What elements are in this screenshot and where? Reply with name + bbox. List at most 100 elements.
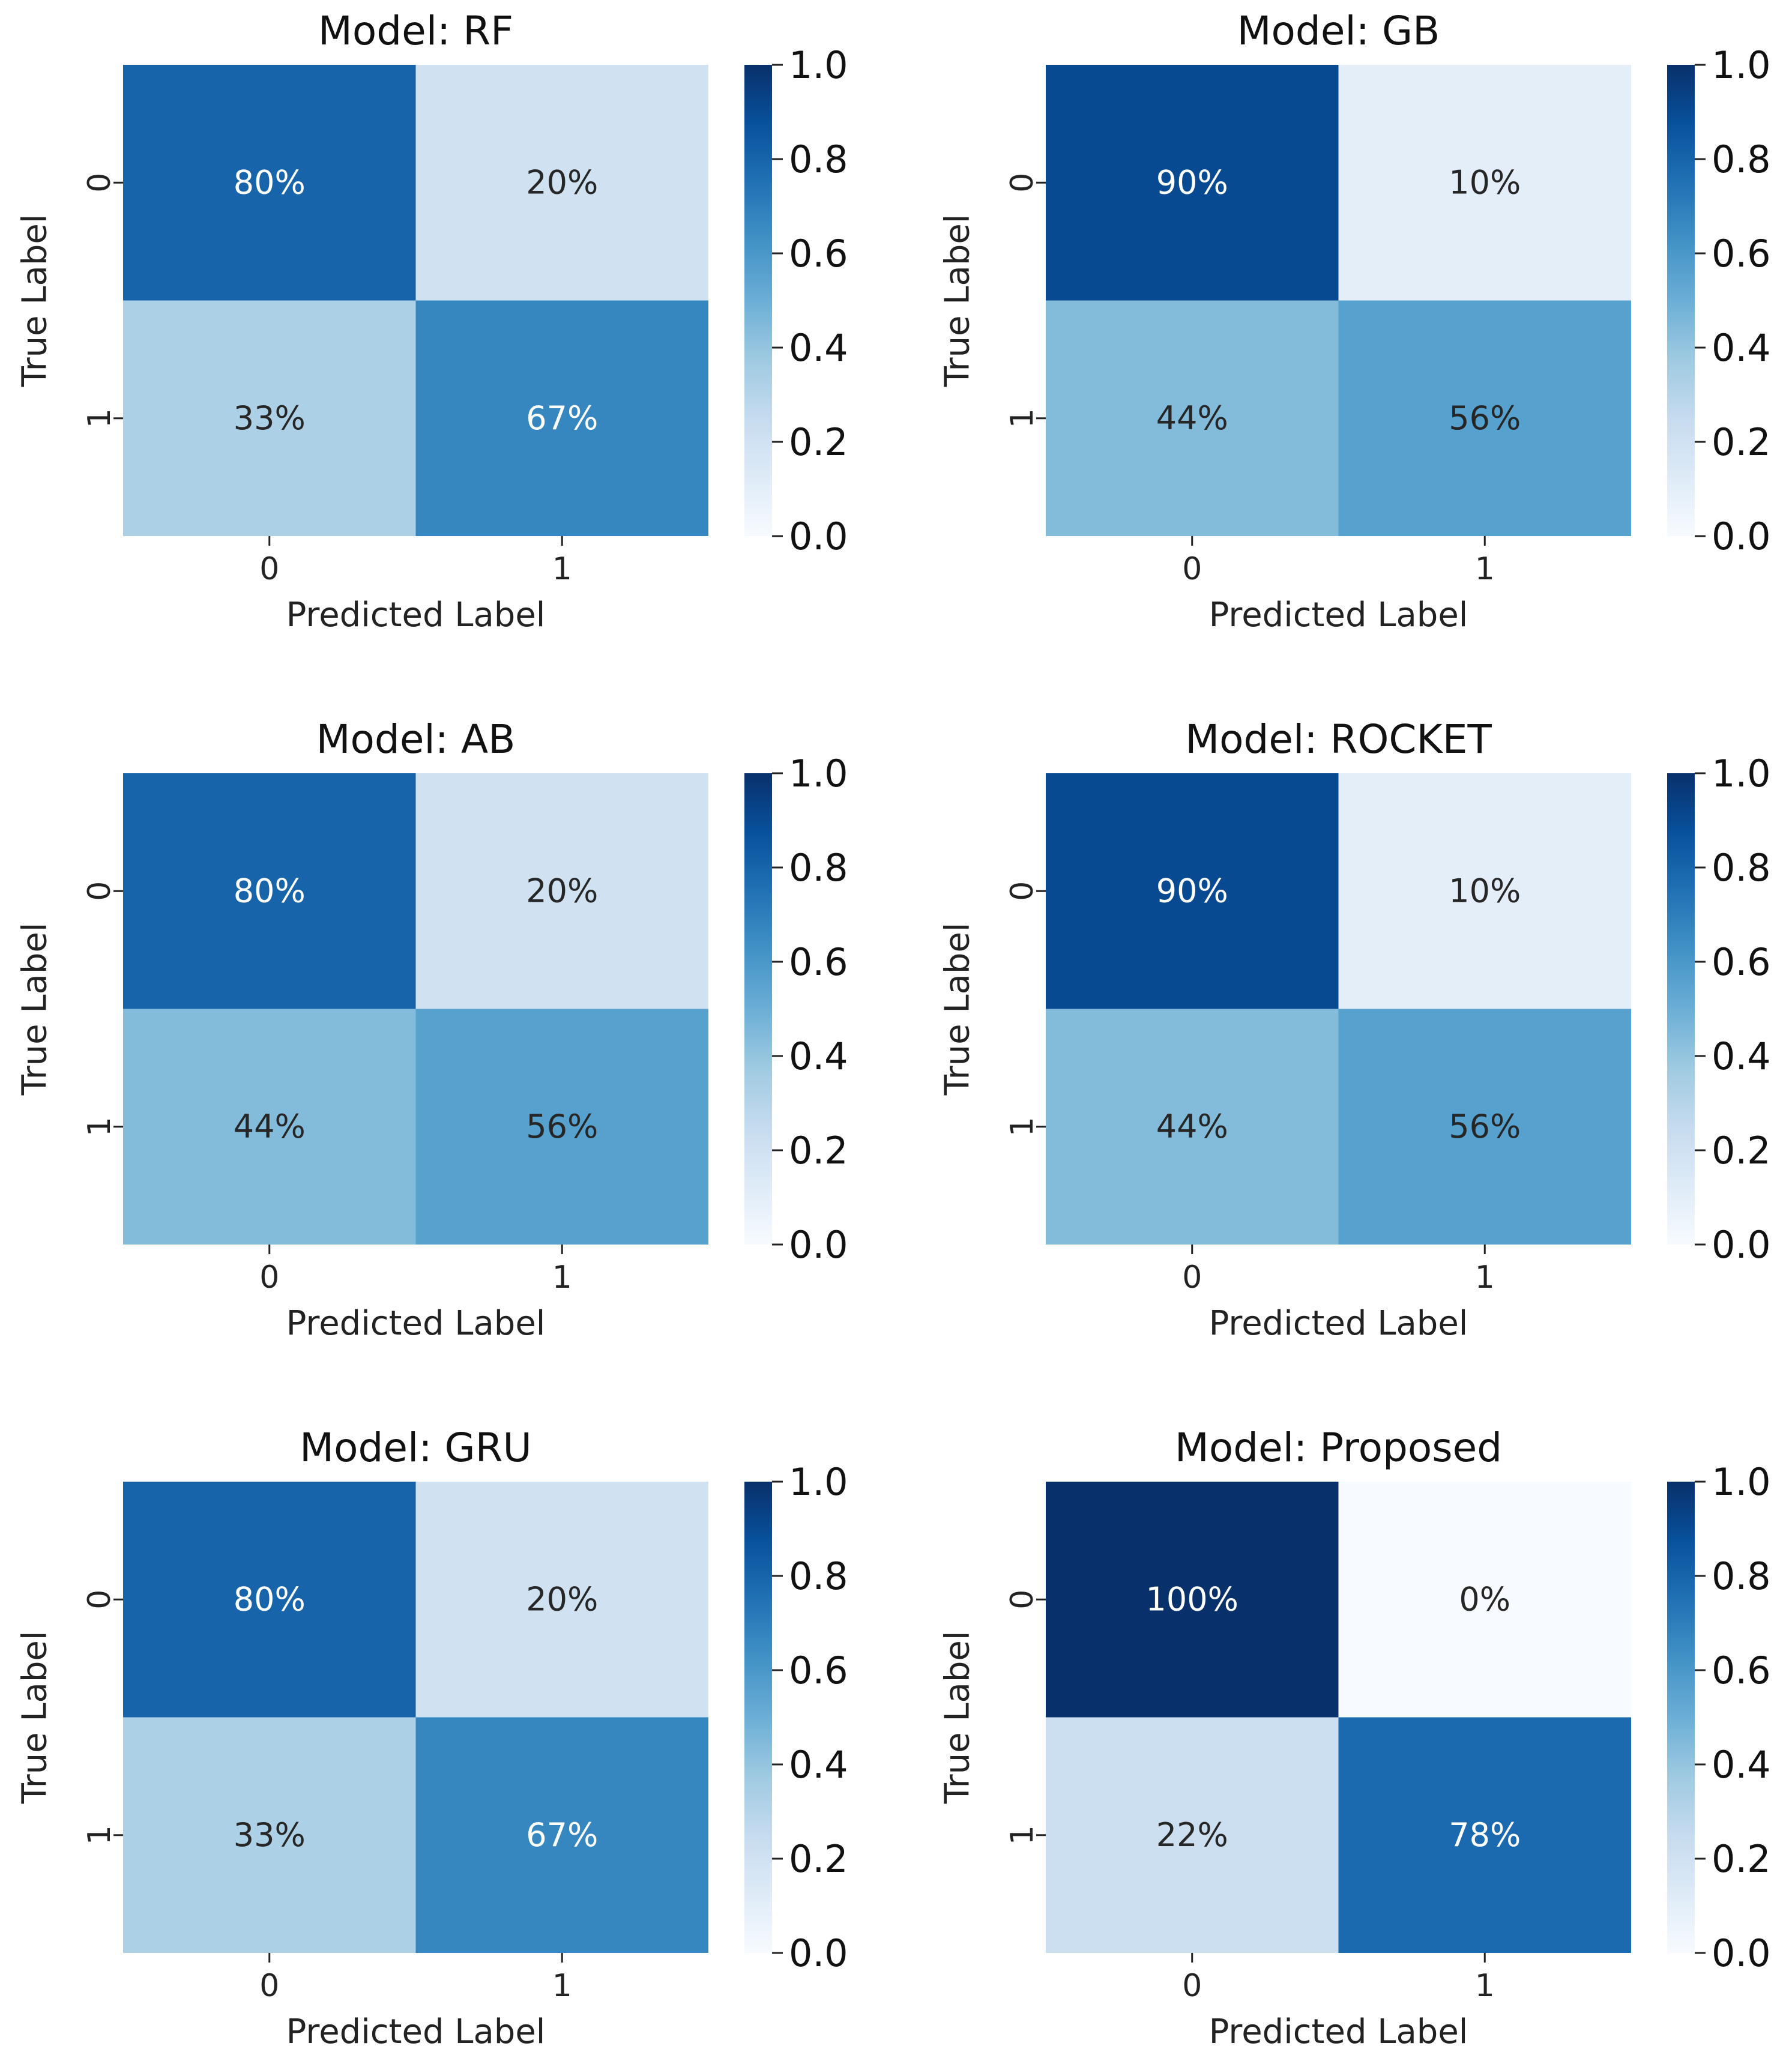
x-tick-label: 1 — [1475, 1260, 1495, 1296]
heatmap-cell — [1046, 773, 1339, 1009]
x-tick-label: 0 — [1182, 1968, 1202, 2004]
y-axis-label: True Label — [938, 923, 977, 1096]
heatmap-cell — [415, 1717, 708, 1953]
colorbar-tick-label: 0.8 — [1712, 1554, 1771, 1598]
y-tick-label: 1 — [82, 408, 118, 428]
heatmap-cell — [415, 773, 708, 1009]
colorbar-tick-label: 0.0 — [1712, 1223, 1771, 1267]
panel-title: Model: GB — [1237, 8, 1440, 54]
colorbar-tick-label: 0.6 — [789, 232, 848, 276]
panel-title: Model: RF — [318, 8, 513, 54]
cell-value-label: 80% — [234, 1580, 306, 1618]
heatmap-cell — [123, 1009, 416, 1245]
x-tick-label: 1 — [552, 1260, 572, 1296]
cell-value-label: 33% — [234, 1816, 306, 1854]
colorbar-tick-label: 0.2 — [1712, 1837, 1771, 1881]
y-tick-label: 1 — [82, 1117, 118, 1136]
y-tick-label: 0 — [82, 881, 118, 901]
colorbar-tick-label: 0.0 — [789, 1223, 848, 1267]
cell-value-label: 20% — [526, 1580, 598, 1618]
y-tick-label: 0 — [1004, 173, 1040, 193]
cell-value-label: 100% — [1146, 1580, 1238, 1618]
colorbar — [744, 65, 772, 536]
colorbar-tick-label: 1.0 — [1712, 1460, 1771, 1504]
x-tick-label: 1 — [1475, 1968, 1495, 2004]
colorbar-tick-label: 0.0 — [789, 514, 848, 558]
cell-value-label: 44% — [1156, 399, 1228, 437]
y-axis-label: True Label — [938, 214, 977, 388]
cell-value-label: 33% — [234, 399, 306, 437]
colorbar-tick-label: 0.8 — [1712, 846, 1771, 890]
colorbar-tick-label: 0.2 — [789, 1129, 848, 1172]
y-axis-label: True Label — [16, 1631, 55, 1805]
y-tick-label: 1 — [1004, 408, 1040, 428]
heatmap-cell — [415, 1482, 708, 1718]
x-tick-label: 0 — [259, 551, 279, 587]
cell-value-label: 10% — [1449, 163, 1521, 201]
cell-value-label: 10% — [1449, 872, 1521, 910]
y-tick-label: 1 — [1004, 1825, 1040, 1845]
colorbar-tick-label: 1.0 — [1712, 43, 1771, 87]
cell-value-label: 56% — [526, 1108, 598, 1145]
x-axis-label: Predicted Label — [1209, 596, 1468, 635]
panel-title: Model: AB — [316, 716, 516, 762]
heatmap-cell — [1338, 1482, 1631, 1718]
cell-value-label: 78% — [1449, 1816, 1521, 1854]
heatmap-cell — [123, 773, 416, 1009]
y-tick-label: 1 — [82, 1825, 118, 1845]
colorbar-tick-label: 0.0 — [1712, 1931, 1771, 1975]
cell-value-label: 56% — [1449, 399, 1521, 437]
colorbar-tick-label: 0.4 — [789, 1743, 848, 1787]
heatmap-cell — [415, 1009, 708, 1245]
cell-value-label: 56% — [1449, 1108, 1521, 1145]
colorbar-tick-label: 1.0 — [789, 1460, 848, 1504]
x-tick-label: 1 — [1475, 551, 1495, 587]
panel-title: Model: ROCKET — [1185, 716, 1492, 762]
colorbar-tick-label: 0.0 — [1712, 514, 1771, 558]
colorbar-tick-label: 0.8 — [1712, 137, 1771, 181]
x-axis-label: Predicted Label — [286, 2012, 546, 2051]
x-tick-label: 1 — [552, 551, 572, 587]
x-axis-label: Predicted Label — [286, 1304, 546, 1343]
colorbar-tick-label: 0.4 — [1712, 1034, 1771, 1078]
heatmap-cell — [415, 65, 708, 301]
colorbar — [1667, 65, 1695, 536]
heatmap-cell — [1338, 773, 1631, 1009]
colorbar-tick-label: 0.2 — [789, 420, 848, 464]
cell-value-label: 90% — [1156, 872, 1228, 910]
heatmap-cell — [123, 1482, 416, 1718]
heatmap-cell — [1338, 300, 1631, 536]
heatmap-cell — [1338, 65, 1631, 301]
colorbar-tick-label: 0.8 — [789, 846, 848, 890]
cell-value-label: 90% — [1156, 163, 1228, 201]
heatmap-cell — [123, 300, 416, 536]
cell-value-label: 80% — [234, 163, 306, 201]
panel-title: Model: GRU — [300, 1425, 532, 1471]
y-axis-label: True Label — [16, 923, 55, 1096]
y-axis-label: True Label — [16, 214, 55, 388]
cell-value-label: 67% — [526, 399, 598, 437]
colorbar-tick-label: 0.4 — [789, 326, 848, 370]
x-tick-label: 0 — [259, 1260, 279, 1296]
y-axis-label: True Label — [938, 1631, 977, 1805]
colorbar-tick-label: 1.0 — [1712, 752, 1771, 795]
heatmap-cell — [415, 300, 708, 536]
x-tick-label: 0 — [259, 1968, 279, 2004]
colorbar — [744, 1482, 772, 1953]
cell-value-label: 44% — [1156, 1108, 1228, 1145]
colorbar-tick-label: 0.6 — [789, 940, 848, 984]
colorbar-tick-label: 0.4 — [1712, 326, 1771, 370]
colorbar-tick-label: 0.8 — [789, 1554, 848, 1598]
colorbar-tick-label: 0.6 — [789, 1649, 848, 1692]
y-tick-label: 1 — [1004, 1117, 1040, 1136]
colorbar-tick-label: 0.6 — [1712, 940, 1771, 984]
colorbar-tick-label: 0.6 — [1712, 232, 1771, 276]
cell-value-label: 67% — [526, 1816, 598, 1854]
x-tick-label: 1 — [552, 1968, 572, 2004]
heatmap-cell — [123, 1717, 416, 1953]
heatmap-cell — [1046, 1482, 1339, 1718]
colorbar-tick-label: 0.6 — [1712, 1649, 1771, 1692]
